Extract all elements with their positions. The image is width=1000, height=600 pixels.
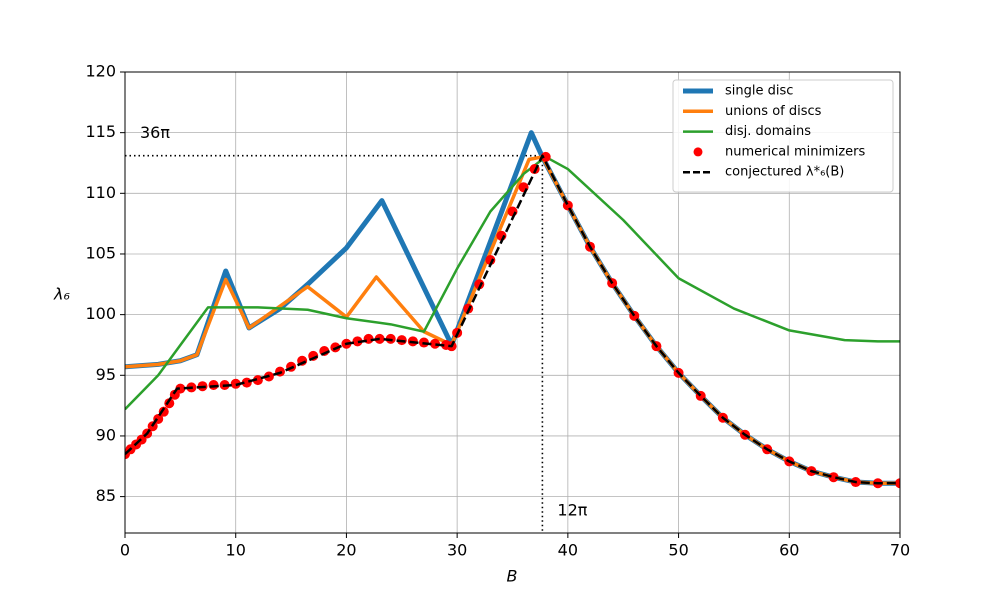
plot-frame [124, 71, 901, 534]
data-point [562, 200, 573, 211]
data-point [164, 398, 175, 409]
series-line [125, 154, 900, 485]
data-point [252, 375, 263, 386]
legend-label: unions of discs [725, 104, 822, 119]
y-tick-label: 90 [96, 425, 116, 444]
y-axis-label: λ₆ [53, 285, 70, 304]
y-tick-label: 120 [85, 62, 116, 81]
data-point [175, 383, 186, 394]
data-point [828, 472, 839, 483]
legend: single disc unions of discs disj. domains n… [672, 79, 894, 193]
series-line [125, 155, 900, 411]
x-tick-label: 10 [226, 541, 246, 560]
series-line [125, 155, 900, 486]
x-axis-label: B [507, 567, 518, 586]
data-point [540, 151, 551, 162]
x-tick-label: 50 [668, 541, 688, 560]
x-tick-label: 60 [779, 541, 799, 560]
data-point [895, 478, 900, 489]
annotation: 36π [140, 123, 170, 142]
legend-label: single disc [725, 84, 793, 99]
y-tick-label: 115 [85, 122, 116, 141]
data-point [507, 206, 518, 217]
legend-label: conjectured λ*₆(B) [725, 165, 844, 180]
y-tick-label: 105 [85, 243, 116, 262]
y-tick-label: 95 [96, 365, 116, 384]
x-tick-label: 70 [890, 541, 910, 560]
y-tick-label: 110 [85, 183, 116, 202]
y-tick-label: 85 [96, 486, 116, 505]
data-point [352, 336, 363, 347]
y-tick-label: 100 [85, 304, 116, 323]
annotation: 12π [557, 501, 587, 520]
x-tick-label: 40 [558, 541, 578, 560]
data-point [485, 255, 496, 266]
x-tick-label: 0 [120, 541, 130, 560]
x-tick-label: 20 [336, 541, 356, 560]
data-point [474, 279, 485, 290]
data-point [430, 338, 440, 349]
legend-label: numerical minimizers [725, 144, 866, 159]
legend-box [672, 79, 894, 193]
x-tick-label: 30 [447, 541, 467, 560]
legend-marker [693, 147, 703, 157]
legend-label: disj. domains [725, 124, 811, 139]
